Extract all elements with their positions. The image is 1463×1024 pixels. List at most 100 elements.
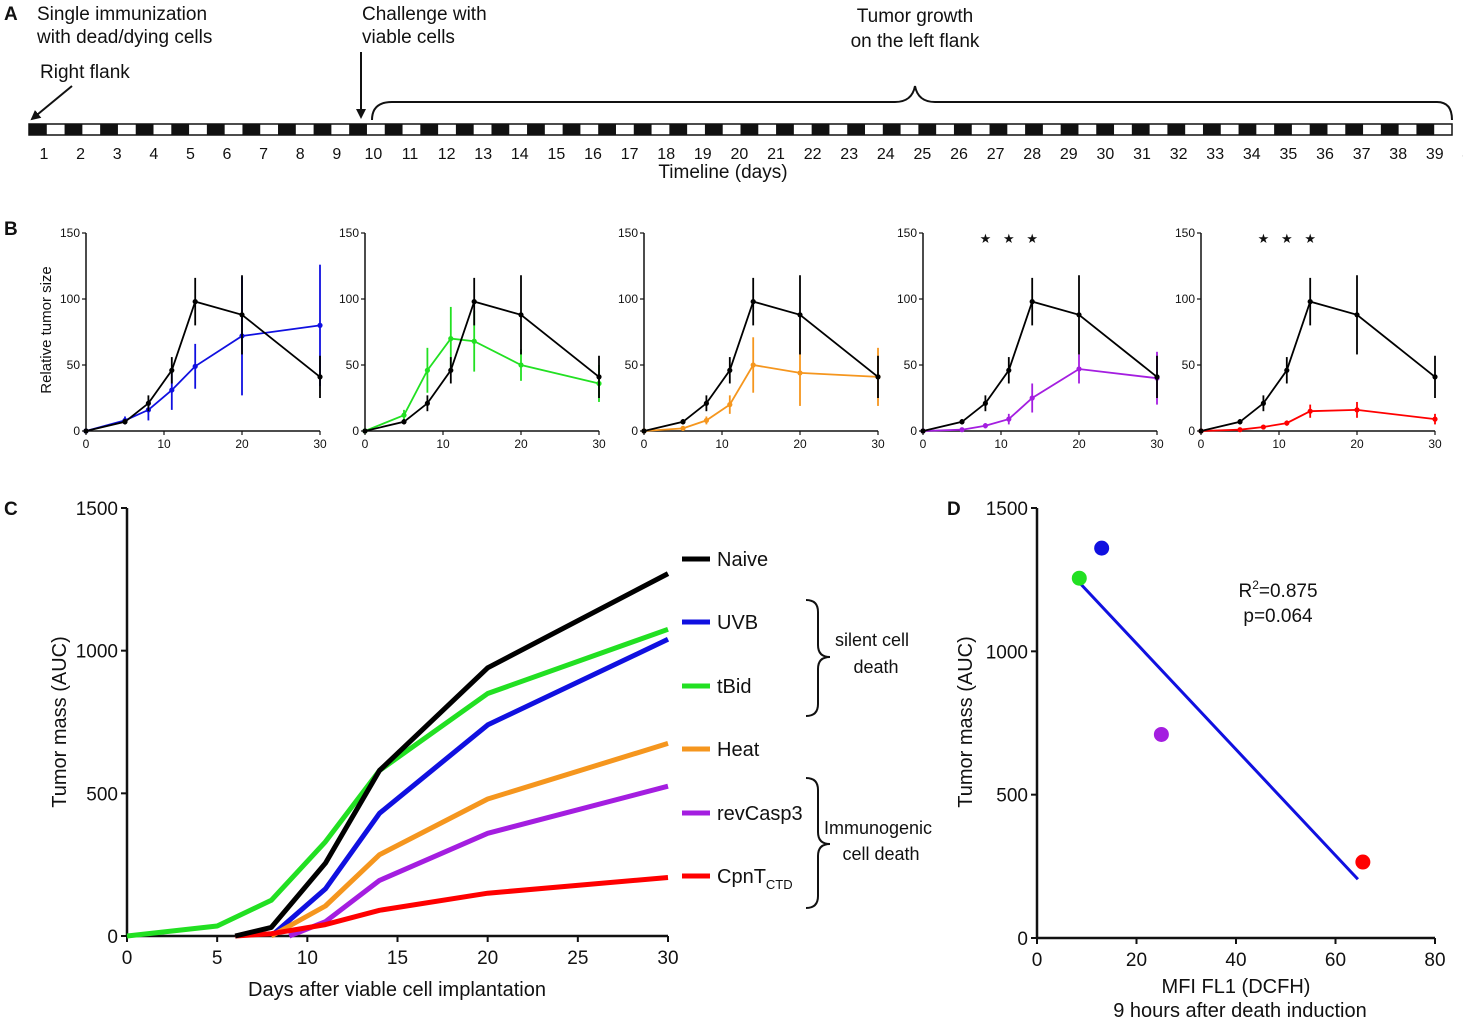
timeline-day-label: 24 (877, 146, 895, 163)
r-squared-annotation: R2=0.875 (1238, 578, 1317, 602)
x-tick-label: 25 (567, 948, 588, 969)
heat-point (727, 402, 733, 408)
y-tick-label: 100 (60, 292, 80, 306)
panel-c-ylabel: Tumor mass (AUC) (49, 636, 71, 807)
subplot-cpnt-ctd: 0 50 100 150 0 10 20 30 ★ ★ ★ (1175, 226, 1442, 451)
subplot-revcasp3: 0 50 100 150 0 10 20 30 ★ ★ ★ (897, 226, 1164, 451)
p-value-annotation: p=0.064 (1243, 606, 1313, 627)
naive-point (641, 428, 647, 434)
timeline-segment (1025, 124, 1043, 135)
revcasp3-point (1006, 416, 1012, 422)
x-tick-label: 0 (641, 437, 648, 451)
legend-label-main: Heat (717, 739, 760, 761)
uvb-point (317, 322, 323, 328)
timeline-segment (918, 124, 937, 135)
tbid-point (471, 338, 477, 344)
timeline-day-label: 35 (1280, 146, 1298, 163)
panel-d-xlabel-line2: 9 hours after death induction (1113, 1000, 1367, 1022)
timeline-segment (1345, 124, 1364, 135)
timeline-segment (633, 124, 652, 135)
y-tick-label: 0 (1017, 929, 1028, 950)
revcasp3-point (1076, 366, 1082, 372)
y-tick-label: 1500 (986, 499, 1028, 520)
y-tick-label: 0 (107, 927, 118, 948)
bracket-immuno-line1: Immunogenic (824, 818, 932, 838)
x-tick-label: 20 (1126, 950, 1147, 971)
naive-point (518, 312, 524, 318)
naive-point (1237, 419, 1243, 425)
naive-point (1307, 299, 1313, 305)
cpnt-ctd-line (1200, 408, 1436, 432)
series-naive-line (234, 571, 670, 939)
x-tick-label: 10 (297, 948, 318, 969)
panel-a-letter: A (4, 4, 18, 25)
timeline-segment (313, 124, 332, 135)
timeline-day-label: 27 (987, 146, 1005, 163)
timeline-segment (100, 124, 118, 135)
annotation-immunization-line2: with dead/dying cells (36, 27, 212, 48)
series-uvb-line (269, 637, 670, 938)
y-tick-label: 100 (339, 292, 359, 306)
y-tick-label: 50 (1182, 358, 1196, 372)
timeline-segment (1380, 124, 1399, 135)
y-tick-label: 0 (73, 424, 80, 438)
timeline-segment (953, 124, 972, 135)
x-tick-label: 20 (793, 437, 807, 451)
naive-line (85, 300, 321, 432)
subplot-heat: 0 50 100 150 0 10 20 30 (618, 226, 885, 451)
legend-label-main: UVB (717, 612, 758, 634)
timeline-day-label: 38 (1389, 146, 1407, 163)
x-tick-label: 10 (157, 437, 171, 451)
x-tick-label: 40 (1225, 950, 1246, 971)
revcasp3-point (982, 423, 989, 429)
timeline-segment (527, 124, 545, 135)
naive-point (145, 400, 151, 406)
cpnt-ctd-point (1432, 416, 1438, 422)
subplot-uvb: 0 50 100 150 0 10 20 30 (60, 226, 327, 451)
timeline-day-label: 28 (1023, 146, 1041, 163)
x-tick-label: 10 (994, 437, 1008, 451)
timeline-day-label: 15 (548, 146, 566, 163)
naive-point (1198, 428, 1204, 434)
naive-point (424, 400, 430, 406)
scatter-point-revcasp3 (1153, 726, 1169, 742)
y-tick-label: 150 (618, 226, 638, 240)
cpnt-ctd-point (1354, 407, 1360, 413)
timeline-segment (989, 124, 1008, 135)
scatter-point-uvb (1094, 540, 1110, 556)
timeline-segment (1167, 124, 1186, 135)
tbid-point (401, 412, 407, 418)
x-tick-label: 10 (1272, 437, 1286, 451)
x-tick-label: 30 (592, 437, 606, 451)
cpnt-ctd-point (1237, 427, 1243, 433)
timeline-day-label: 30 (1097, 146, 1115, 163)
cpnt-ctd-point (1307, 408, 1313, 414)
timeline-day-label: 39 (1426, 146, 1444, 163)
timeline-day-label: 31 (1133, 146, 1151, 163)
x-tick-label: 0 (1032, 950, 1043, 971)
timeline-segment (562, 124, 581, 135)
legend-label-main: CpnT (717, 866, 766, 888)
timeline-segment (776, 124, 794, 135)
timeline-xlabel: Timeline (days) (658, 162, 787, 183)
x-tick-label: 0 (122, 948, 133, 969)
legend-label-revcasp3: revCasp3 (717, 803, 803, 825)
tbid-point (518, 362, 524, 368)
annotation-challenge-line2: viable cells (362, 27, 455, 48)
x-tick-label: 30 (313, 437, 327, 451)
timeline-segment (135, 124, 154, 135)
bracket-immunogenic (805, 777, 831, 909)
timeline-day-label: 10 (365, 146, 383, 163)
significance-star: ★ (1258, 231, 1270, 246)
timeline-segment (1202, 124, 1221, 135)
naive-point (471, 299, 477, 305)
y-tick-label: 0 (910, 424, 917, 438)
timeline-segment (882, 124, 901, 135)
panel-d-plot: 0 500 1000 1500 0 20 40 60 80 (986, 499, 1446, 971)
naive-point (797, 312, 803, 318)
timeline-segment (847, 124, 866, 135)
timeline-day-label: 19 (694, 146, 712, 163)
annotation-right-flank: Right flank (40, 62, 130, 83)
x-tick-label: 15 (387, 948, 408, 969)
